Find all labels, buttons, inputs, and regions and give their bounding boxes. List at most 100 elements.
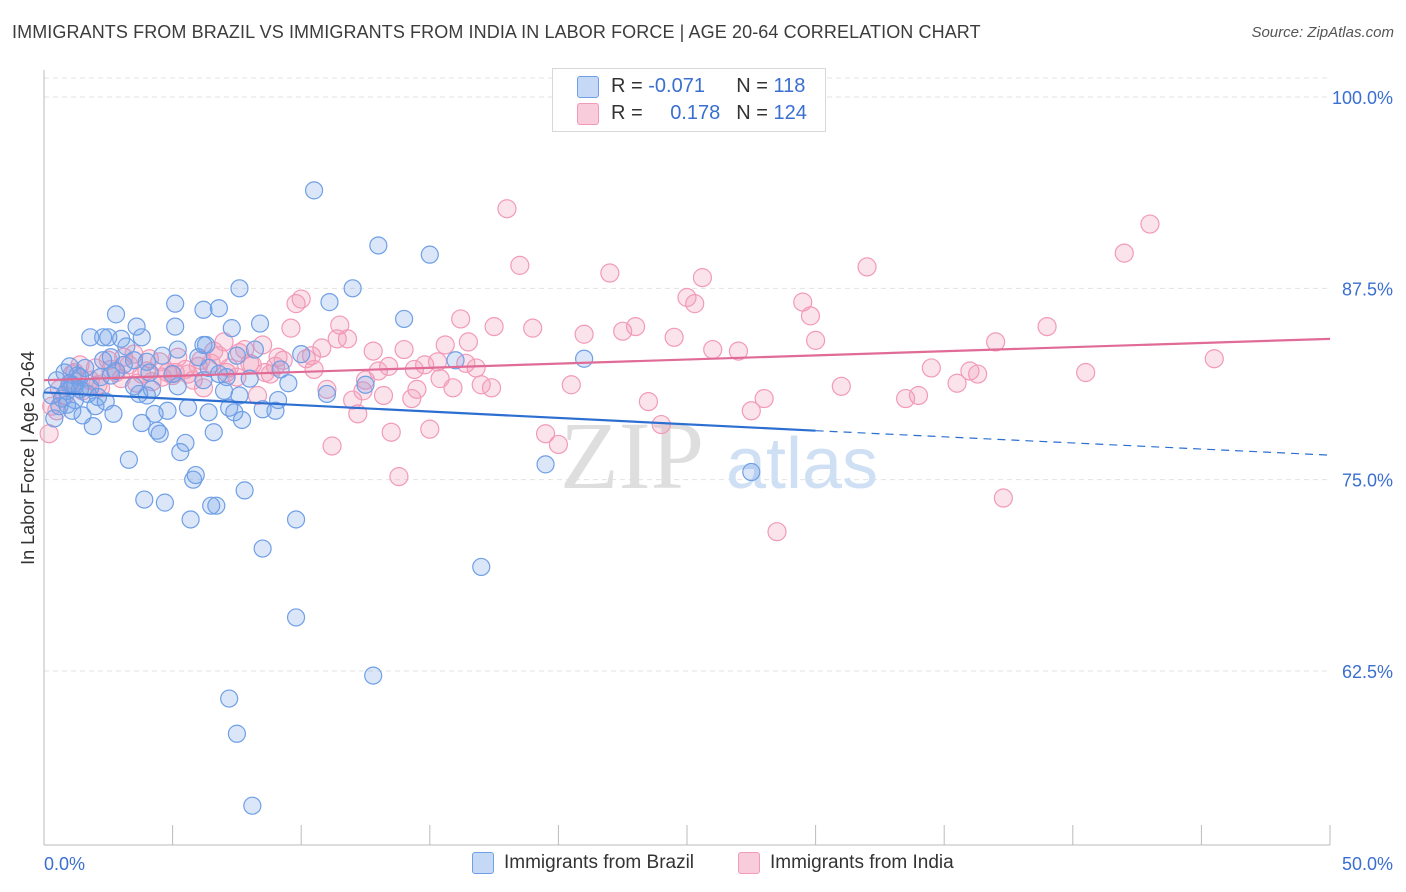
brazil-point [207, 496, 226, 515]
brazil-point [45, 409, 64, 428]
india-point [908, 385, 929, 406]
india-point [548, 434, 569, 455]
brazil-point [420, 245, 439, 264]
brazil-point [364, 666, 383, 685]
brazil-point [171, 443, 190, 462]
brazil-point [202, 496, 221, 515]
brazil-point [230, 386, 249, 405]
india-point [379, 356, 399, 376]
brazil-point [232, 410, 252, 430]
india-point [484, 317, 504, 337]
y-tick-label: 87.5% [1342, 279, 1393, 299]
bottom-india-label: Immigrants from India [770, 852, 954, 873]
india-point [960, 361, 980, 381]
brazil-r-value: -0.071 [648, 75, 705, 98]
india-point [638, 392, 659, 412]
legend-row-india: R = 0.178 N = 124 [577, 102, 807, 128]
brazil-point [137, 386, 156, 405]
y-axis-title: In Labor Force | Age 20-64 [18, 351, 38, 565]
y-tick-label: 100.0% [1332, 88, 1393, 108]
y-tick-label: 75.0% [1342, 471, 1393, 491]
india-point [625, 317, 646, 337]
india-point [692, 268, 713, 288]
india-point [322, 436, 342, 456]
india-point [193, 378, 214, 398]
brazil-point [114, 355, 133, 374]
brazil-point [148, 421, 167, 440]
brazil-point [117, 337, 136, 356]
bottom-legend-india: Immigrants from India [738, 852, 954, 874]
brazil-point [204, 423, 223, 442]
india-point [510, 255, 530, 275]
brazil-point [178, 398, 198, 417]
brazil-point [194, 335, 213, 355]
india-point [1140, 214, 1160, 234]
india-point [805, 330, 826, 350]
india-point [857, 257, 877, 277]
india-point [497, 199, 517, 219]
brazil-point [217, 368, 236, 387]
india-point [561, 375, 581, 395]
india-point [574, 324, 594, 344]
y-tick-label: 62.5% [1342, 662, 1393, 682]
india-point [381, 422, 401, 442]
correlation-legend: R = -0.071 N = 118 R = 0.178 N = 124 [552, 68, 826, 132]
axes [43, 70, 1331, 846]
india-point [368, 361, 388, 381]
brazil-point [70, 368, 90, 387]
india-point [754, 388, 774, 409]
brazil-point [104, 404, 123, 423]
india-point [229, 343, 250, 363]
india-point [451, 309, 471, 329]
trend-lines [43, 337, 1331, 456]
india-point [389, 467, 409, 487]
brazil-point [243, 796, 262, 815]
india-point [435, 335, 455, 355]
india-point [481, 378, 502, 398]
india-point [1204, 349, 1224, 369]
brazil-trend-line [43, 391, 816, 432]
india-point [523, 318, 543, 338]
india-point [337, 329, 358, 349]
brazil-point [394, 309, 414, 329]
brazil-point [235, 481, 254, 500]
india-point [921, 358, 941, 378]
india-point [986, 332, 1006, 352]
chart-title: IMMIGRANTS FROM BRAZIL VS IMMIGRANTS FRO… [12, 22, 981, 42]
legend-row-brazil: R = -0.071 N = 118 [577, 75, 805, 101]
brazil-point [227, 724, 246, 743]
india-point [281, 318, 301, 338]
india-point [317, 379, 337, 399]
india-point [407, 379, 427, 399]
bottom-legend-brazil: Immigrants from Brazil [472, 852, 694, 874]
brazil-point [176, 433, 195, 453]
brazil-point [575, 349, 594, 368]
brazil-point [222, 319, 241, 338]
brazil-point [356, 375, 375, 394]
brazil-point [317, 384, 337, 404]
india-point [420, 419, 440, 439]
india-point [968, 364, 988, 384]
brazil-point [81, 328, 100, 347]
india-point [535, 424, 556, 444]
brazil-point [181, 510, 200, 529]
brazil-point [472, 557, 491, 577]
india-trend-line [43, 337, 1331, 382]
brazil-point [446, 351, 465, 370]
brazil-n-value: 118 [773, 75, 806, 98]
india-point [741, 401, 761, 421]
india-point [291, 289, 311, 309]
india-point [651, 414, 671, 435]
brazil-r-label: R = [611, 75, 649, 98]
brazil-point [742, 462, 761, 482]
brazil-point [536, 455, 555, 474]
brazil-point [94, 328, 113, 347]
brazil-point [166, 294, 185, 313]
india-point [458, 332, 478, 352]
india-point [767, 522, 787, 542]
axis-labels: 62.5% 75.0% 87.5% 100.0% 0.0% 50.0% In Labor F… [18, 88, 1393, 874]
brazil-point [132, 413, 151, 433]
brazil-point [83, 416, 102, 436]
india-point [993, 488, 1013, 508]
india-point [947, 373, 967, 393]
